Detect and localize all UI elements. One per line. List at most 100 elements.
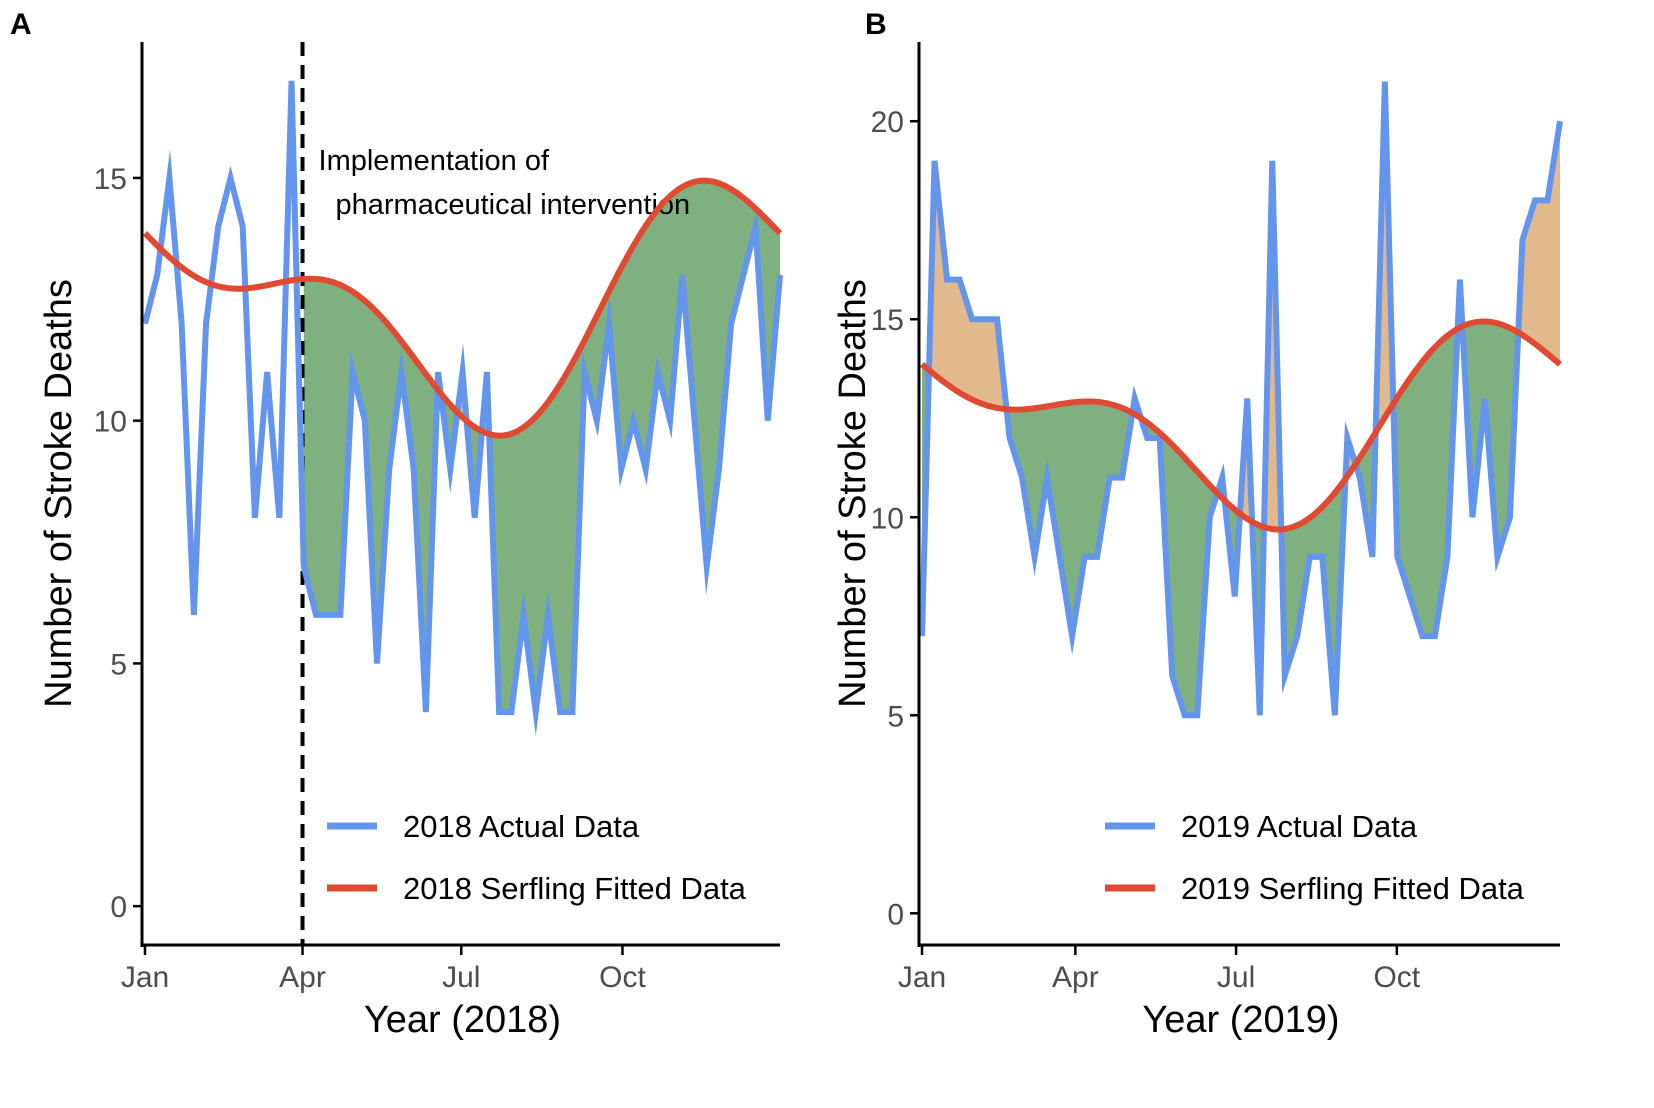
actual-point bbox=[645, 468, 647, 470]
actual-point bbox=[364, 420, 366, 422]
y-tick-label: 5 bbox=[110, 648, 127, 681]
intervention-label: pharmaceutical intervention bbox=[336, 189, 691, 221]
chart-b-svg: 0 5 10 15 20 Jan Apr Jul Oct Year (2019) Number of… bbox=[832, 42, 1563, 1041]
intervention-label: Implementation of bbox=[319, 145, 550, 177]
legend-label: 2019 Serfling Fitted Data bbox=[1181, 871, 1525, 906]
y-tick-label: 0 bbox=[110, 891, 127, 924]
actual-point bbox=[996, 318, 998, 320]
actual-point bbox=[181, 323, 183, 325]
x-tick-label: Oct bbox=[599, 961, 646, 994]
chart-panel-b: B 0 5 10 15 20 Jan Apr Jul Oct Year (2019) Number … bbox=[827, 0, 1654, 1108]
actual-point bbox=[1009, 437, 1011, 439]
y-axis-title: Number of Stroke Deaths bbox=[832, 279, 874, 708]
actual-point bbox=[388, 468, 390, 470]
chart-a-svg: Implementation of pharmaceutical interven… bbox=[38, 42, 783, 1041]
fitted-series-line bbox=[920, 318, 1562, 533]
panel-label: B bbox=[865, 8, 887, 41]
actual-point bbox=[1484, 397, 1486, 399]
actual-point bbox=[921, 635, 923, 637]
actual-point bbox=[1096, 556, 1098, 558]
excess-area bbox=[1518, 121, 1560, 365]
actual-point bbox=[742, 274, 744, 276]
actual-point bbox=[352, 371, 354, 373]
actual-point bbox=[144, 323, 146, 325]
actual-point bbox=[1021, 477, 1023, 479]
y-tick-label: 15 bbox=[94, 163, 127, 196]
actual-point bbox=[1371, 556, 1373, 558]
x-tick-label: Apr bbox=[279, 961, 326, 994]
actual-point bbox=[1409, 595, 1411, 597]
actual-point bbox=[510, 711, 512, 713]
x-axis-title: Year (2019) bbox=[1142, 999, 1339, 1041]
actual-point bbox=[1459, 279, 1461, 281]
actual-point bbox=[1159, 437, 1161, 439]
actual-point bbox=[1221, 477, 1223, 479]
panel-label: A bbox=[10, 8, 32, 41]
actual-series-line bbox=[919, 81, 1563, 719]
actual-point bbox=[1271, 160, 1273, 162]
actual-point bbox=[657, 371, 659, 373]
legend-label: 2018 Serfling Fitted Data bbox=[403, 871, 747, 906]
actual-point bbox=[315, 614, 317, 616]
actual-point bbox=[437, 371, 439, 373]
chart-panel-a: A Implementation of pharmaceutical interv… bbox=[10, 8, 783, 1041]
actual-point bbox=[1534, 199, 1536, 201]
actual-point bbox=[1496, 556, 1498, 558]
actual-point bbox=[1234, 595, 1236, 597]
actual-point bbox=[523, 614, 525, 616]
y-tick-label: 0 bbox=[887, 898, 904, 931]
y-tick-label: 10 bbox=[871, 502, 904, 535]
x-tick-label: Apr bbox=[1052, 961, 1099, 994]
deficit-area bbox=[489, 180, 780, 712]
actual-point bbox=[339, 614, 341, 616]
actual-point bbox=[449, 468, 451, 470]
actual-point bbox=[779, 274, 781, 276]
actual-point bbox=[1146, 437, 1148, 439]
actual-point bbox=[400, 371, 402, 373]
actual-point bbox=[1396, 556, 1398, 558]
actual-point bbox=[1421, 635, 1423, 637]
excess-area bbox=[929, 163, 1006, 410]
actual-point bbox=[1296, 635, 1298, 637]
x-tick-label: Oct bbox=[1373, 961, 1420, 994]
actual-point bbox=[971, 318, 973, 320]
actual-point bbox=[1184, 714, 1186, 716]
actual-point bbox=[946, 279, 948, 281]
actual-point bbox=[168, 177, 170, 179]
y-axis-title: Number of Stroke Deaths bbox=[38, 279, 80, 708]
actual-point bbox=[229, 177, 231, 179]
deficit-area bbox=[1141, 418, 1218, 716]
actual-point bbox=[547, 614, 549, 616]
actual-point bbox=[596, 420, 598, 422]
actual-point bbox=[1471, 516, 1473, 518]
actual-point bbox=[1284, 675, 1286, 677]
actual-point bbox=[1334, 714, 1336, 716]
actual-point bbox=[193, 614, 195, 616]
deficit-area bbox=[1281, 478, 1346, 710]
actual-point bbox=[1546, 199, 1548, 201]
actual-point bbox=[327, 614, 329, 616]
actual-point bbox=[413, 468, 415, 470]
actual-point bbox=[1321, 556, 1323, 558]
actual-point bbox=[1209, 516, 1211, 518]
actual-point bbox=[1059, 556, 1061, 558]
actual-point bbox=[291, 80, 293, 82]
legend: 2018 Actual Data 2018 Serfling Fitted Dat… bbox=[327, 809, 747, 906]
actual-point bbox=[1559, 120, 1561, 122]
y-tick-label: 20 bbox=[871, 106, 904, 139]
actual-point bbox=[254, 517, 256, 519]
x-axis-title: Year (2018) bbox=[364, 999, 561, 1041]
actual-point bbox=[584, 371, 586, 373]
actual-point bbox=[376, 662, 378, 664]
actual-point bbox=[1359, 477, 1361, 479]
actual-point bbox=[767, 420, 769, 422]
actual-point bbox=[217, 225, 219, 227]
actual-point bbox=[1384, 81, 1386, 83]
actual-point bbox=[934, 160, 936, 162]
actual-point bbox=[1259, 714, 1261, 716]
fitted-series-line bbox=[142, 177, 783, 439]
actual-point bbox=[1034, 556, 1036, 558]
actual-point bbox=[706, 565, 708, 567]
actual-point bbox=[1121, 477, 1123, 479]
actual-point bbox=[620, 468, 622, 470]
